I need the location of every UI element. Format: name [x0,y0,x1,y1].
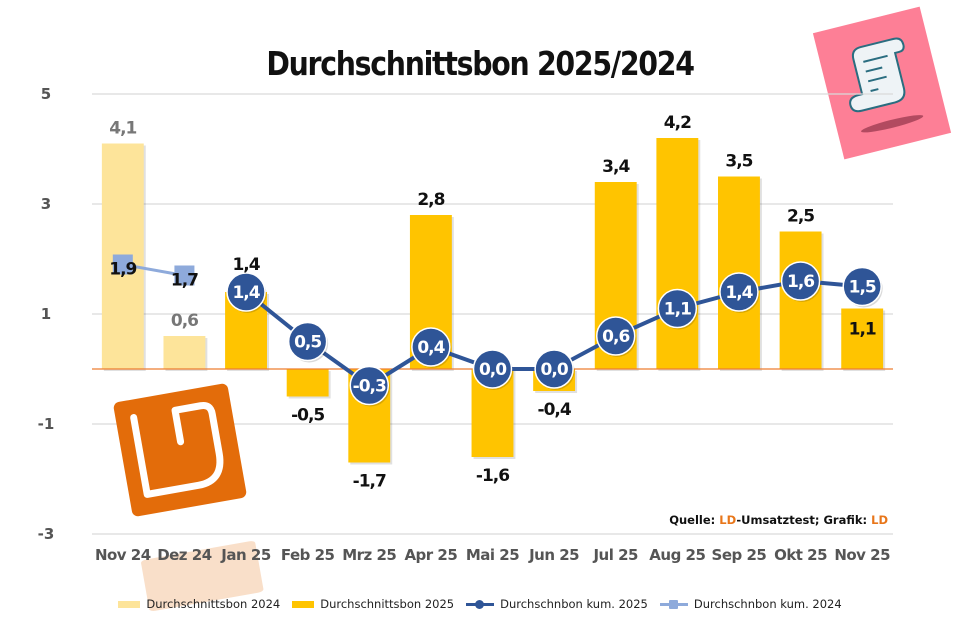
line-value-label: -0,3 [353,377,386,397]
line-marker [174,265,195,286]
bar-value-label: -0,5 [291,406,324,426]
y-tick-label: 1 [41,305,51,323]
source-mid: -Umsatztest; Grafik: [736,513,872,527]
line-marker [657,288,698,329]
x-tick-label: Jul 25 [592,546,638,564]
x-tick-label: Apr 25 [404,546,457,564]
chart-title: Durchschnittsbon 2025/2024 [266,44,695,83]
bar-value-label: 2,5 [787,207,814,227]
line-marker [595,316,636,356]
data-labels: 4,1 0,6 1,4 -0,5 -1,7 2,8 -1,6 -0,4 3,4 4,2 3,5 2,5… [109,113,877,492]
y-axis: 5 3 1 -1 -3 [38,85,55,543]
y-tick-label: -1 [38,415,55,433]
line-value-label: 0,4 [417,338,445,358]
y-tick-label: 3 [41,195,51,213]
line-value-label: 1,5 [849,278,876,298]
line-value-label: 1,1 [664,300,691,320]
legend-label: Durchschnittsbon 2025 [320,597,455,611]
legend-line-marker [659,598,688,610]
series-line [122,263,185,277]
bar [841,308,884,369]
bar [656,138,699,369]
line-marker [112,254,133,275]
line-marker [349,365,390,406]
bars [101,138,886,465]
x-tick-label: Jun 25 [528,546,579,564]
source-note: Quelle: LD-Umsatztest; Grafik: LD [669,513,888,527]
source-prefix: Quelle: [669,513,720,527]
bar-value-label: 3,4 [602,157,630,177]
source-ld: LD [719,513,737,527]
bar-value-label: -1,6 [476,466,509,486]
line-value-label: 1,7 [171,271,198,291]
receipt-icon [812,6,952,160]
line-marker [472,349,513,389]
y-tick-label: -3 [38,525,55,543]
x-tick-label: Aug 25 [649,546,705,564]
legend-label: Durchschnittsbon 2024 [146,597,281,611]
x-tick-label: Nov 24 [95,546,151,564]
bar-value-label: 3,5 [725,152,752,172]
line-value-label: 0,0 [479,360,507,380]
legend-swatch [292,600,315,608]
ld-logo [113,383,264,611]
line-value-label: 1,4 [232,283,260,303]
legend-item-kum-2025: Durchschnbon kum. 2025 [466,597,648,611]
legend-line-marker [466,598,495,610]
line-value-label: 1,4 [725,283,753,303]
line-value-label: 1,9 [109,260,136,280]
line-marker [780,261,821,301]
x-tick-label: Nov 25 [834,546,890,564]
bar-value-label: -0,4 [538,400,572,420]
legend-item-bon-2025: Durchschnittsbon 2025 [292,597,454,611]
lines [112,254,883,407]
line-marker [411,327,451,367]
line-marker [226,272,266,312]
x-tick-label: Dez 24 [157,546,212,564]
line-value-label: 0,0 [541,360,569,380]
legend-item-kum-2024: Durchschnbon kum. 2024 [659,597,842,611]
bar-value-label: 4,1 [109,119,136,139]
y-tick-label: 5 [41,85,51,103]
x-tick-label: Mai 25 [466,546,519,564]
bar-value-label: 2,8 [417,190,444,210]
line-value-label: 0,5 [294,333,321,353]
source-ld-2: LD [871,513,888,527]
legend-item-bon-2024: Durchschnittsbon 2024 [118,597,280,611]
legend-label: Durchschnbon kum. 2025 [500,597,648,611]
bar [286,369,329,397]
bar-value-label: 0,6 [171,311,198,331]
bar-value-label: 4,2 [664,113,691,133]
legend-label: Durchschnbon kum. 2024 [693,597,842,611]
line-marker [719,272,759,312]
bar-value-label: 1,1 [849,320,876,340]
x-tick-label: Mrz 25 [342,546,396,564]
bar-value-label: 1,4 [232,255,260,275]
bar-value-label: -1,7 [353,472,386,492]
x-tick-label: Jan 25 [220,546,271,564]
x-tick-label: Okt 25 [774,546,827,564]
line-value-label: 1,6 [787,272,814,292]
x-axis: Nov 24 Dez 24 Jan 25 Feb 25 Mrz 25 Apr 25 Mai … [95,546,891,564]
line-value-label: 0,6 [602,327,629,347]
bar [163,336,206,369]
legend: Durchschnittsbon 2024 Durchschnittsbon 2… [0,597,960,611]
line-marker [842,266,882,307]
x-tick-label: Sep 25 [712,546,767,564]
x-tick-label: Feb 25 [281,546,335,564]
line-marker [534,349,574,389]
legend-swatch [118,600,141,608]
line-marker [287,321,328,362]
